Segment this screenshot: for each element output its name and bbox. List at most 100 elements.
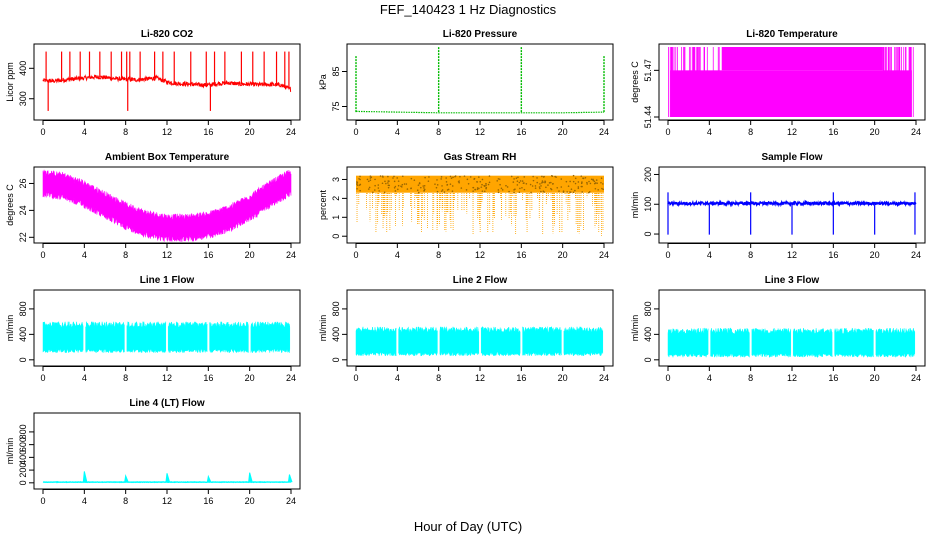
series-dot	[446, 189, 449, 191]
series-dot	[457, 180, 460, 183]
series-dot	[485, 186, 488, 189]
series-dot	[451, 190, 454, 192]
figure-xlabel: Hour of Day (UTC)	[414, 519, 522, 534]
series-dot	[595, 179, 598, 181]
series-dot	[428, 176, 430, 178]
y-tick-label: 200	[18, 463, 28, 478]
y-tick-label: 75	[331, 101, 341, 111]
series-dot	[567, 185, 570, 187]
x-tick-label: 0	[353, 373, 358, 383]
series-dot	[416, 189, 419, 192]
series-dot	[418, 182, 421, 184]
series-dot	[569, 180, 571, 183]
series-dot	[580, 182, 583, 185]
series-block	[85, 320, 125, 354]
y-tick-label: 600	[18, 437, 28, 452]
series-dot	[525, 182, 528, 185]
series-dot	[445, 181, 448, 183]
series-dot	[555, 176, 557, 178]
x-tick-label: 8	[436, 373, 441, 383]
series-dot	[512, 181, 515, 183]
y-tick-label: 85	[331, 66, 341, 76]
series-dot	[481, 190, 484, 192]
x-tick-label: 20	[870, 127, 880, 137]
panel-6: Sample Flow ml/min 0 4 8 12 16 20 24 0 100 200	[630, 152, 926, 260]
series-dot	[479, 180, 482, 183]
series-dot	[369, 179, 372, 182]
series-dot	[586, 181, 588, 184]
plot-frame	[346, 43, 614, 121]
series-dot	[449, 175, 452, 178]
series-dot	[584, 176, 587, 179]
series-dot	[577, 187, 580, 190]
series-block	[522, 326, 562, 357]
series-dot	[436, 190, 439, 193]
x-tick-label: 12	[162, 127, 172, 137]
x-tick-label: 4	[707, 373, 712, 383]
series-block	[667, 327, 709, 359]
series-band	[42, 169, 292, 242]
x-tick-label: 8	[436, 127, 441, 137]
series-dot	[472, 186, 475, 189]
y-axis-label: percent	[318, 189, 328, 220]
series-dot	[556, 186, 559, 189]
x-tick-label: 16	[516, 373, 526, 383]
series-dot	[359, 189, 361, 192]
series-dot	[506, 186, 509, 188]
series-block	[250, 321, 291, 354]
series-dot	[516, 184, 519, 186]
series-dot	[586, 183, 588, 185]
series-dot	[590, 178, 593, 181]
series-dot	[393, 175, 395, 178]
series-dot	[405, 183, 408, 185]
y-axis-label: ml/min	[630, 192, 640, 219]
y-tick-label: 0	[18, 357, 28, 362]
panel-title: Li-820 Temperature	[746, 29, 838, 40]
x-tick-label: 8	[748, 250, 753, 260]
series-dot	[481, 183, 483, 186]
series-block	[834, 327, 874, 358]
series-block	[209, 321, 249, 354]
x-tick-label: 20	[558, 373, 568, 383]
x-tick-label: 16	[203, 496, 213, 506]
series-dot	[466, 178, 469, 181]
series-dot	[368, 186, 371, 189]
x-tick-label: 4	[707, 127, 712, 137]
x-tick-label: 20	[245, 496, 255, 506]
series-spike	[287, 474, 293, 483]
x-tick-label: 24	[286, 373, 296, 383]
x-tick-label: 24	[286, 127, 296, 137]
x-tick-label: 4	[707, 250, 712, 260]
series-dot	[505, 184, 507, 187]
series-dot	[488, 181, 491, 184]
series-dot	[422, 185, 425, 187]
series-dot	[413, 179, 416, 182]
series-dot	[600, 181, 602, 184]
panel-title: Li-820 Pressure	[443, 29, 518, 40]
x-tick-label: 16	[203, 127, 213, 137]
series-dot	[517, 176, 519, 179]
series-dot	[582, 177, 584, 179]
series-dot	[541, 180, 544, 182]
series-dot	[385, 182, 387, 185]
y-tick-label: 0	[331, 234, 341, 239]
series-dot	[367, 180, 370, 183]
y-tick-label: 51.44	[643, 106, 653, 129]
x-tick-label: 24	[911, 127, 921, 137]
series-dot	[358, 184, 361, 186]
series-dot	[387, 186, 390, 189]
series-dot	[594, 182, 597, 184]
series-dot	[574, 182, 577, 185]
x-tick-label: 8	[123, 496, 128, 506]
x-tick-label: 12	[475, 373, 485, 383]
series-dot	[454, 175, 457, 177]
series-band	[356, 175, 604, 193]
y-tick-label: 51.47	[643, 59, 653, 82]
series-dot	[403, 183, 406, 185]
series-dot	[420, 186, 422, 189]
series-dot	[541, 175, 543, 178]
x-tick-label: 8	[748, 373, 753, 383]
data-series	[42, 169, 292, 242]
series-dot	[435, 186, 438, 189]
series-dot	[516, 180, 519, 182]
